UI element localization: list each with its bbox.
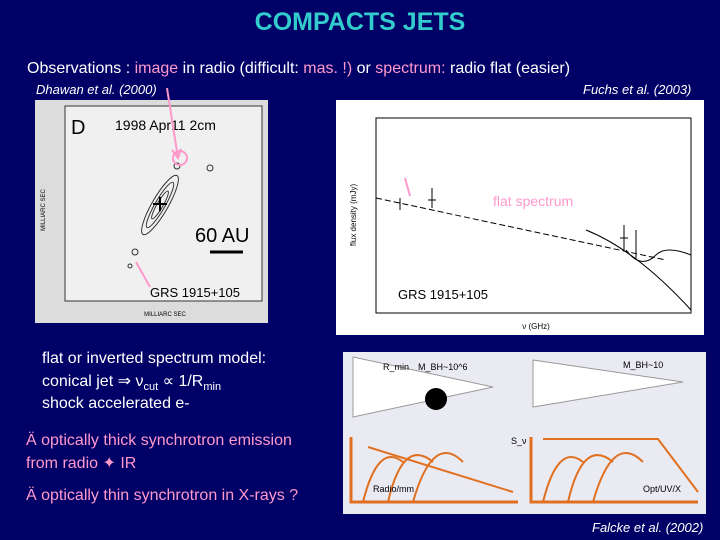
axes <box>349 437 698 504</box>
spectra <box>362 446 514 503</box>
core-marker <box>153 197 167 211</box>
text: radio flat (easier) <box>445 60 571 77</box>
model-line: shock accelerated e- <box>42 395 190 412</box>
image-bg <box>336 100 704 335</box>
bullet-text: optically thin synchrotron in X-rays ? <box>41 487 299 504</box>
bullet-marker: Ä <box>26 487 37 504</box>
title: COMPACTS JETS <box>254 8 466 36</box>
credit: Fuchs et al. (2003) <box>583 82 692 97</box>
date-label: 1998 Apr11 2cm <box>115 117 216 133</box>
text: ∝ 1/R <box>158 373 204 390</box>
axis-label: ν (GHz) <box>522 322 550 331</box>
black-hole <box>425 388 447 410</box>
credit: Falcke et al. (2002) <box>592 520 704 535</box>
bullet-text: optically thick synchrotron emission <box>41 432 292 449</box>
highlight-text: mas. !) <box>303 60 353 77</box>
source-label: GRS 1915+105 <box>398 287 488 302</box>
observations: Observations : image in radio (difficult… <box>27 60 570 78</box>
spectrum-line <box>375 197 667 261</box>
bullet-marker: Ä <box>26 432 37 449</box>
diagram-label: M_BH~10^6 <box>418 362 468 372</box>
diagram-label: Opt/UV/X <box>643 484 681 494</box>
bullet: Ä optically thick synchrotron emission <box>26 432 292 450</box>
arrow <box>404 177 411 197</box>
arrow <box>135 261 151 288</box>
spectra <box>542 438 699 503</box>
subscript: min <box>203 381 222 394</box>
jet-cone <box>352 356 494 418</box>
text: or <box>352 60 376 77</box>
data-points <box>399 188 637 260</box>
axis-label: MILLIARC SEC <box>144 312 186 318</box>
model-line: conical jet ⇒ νcut ∝ 1/Rmin <box>42 371 221 393</box>
arrow <box>166 87 182 161</box>
plot-frame <box>375 117 692 314</box>
highlight-text: image <box>134 60 179 77</box>
diagram-label: M_BH~10 <box>623 360 663 370</box>
annotation: flat spectrum <box>493 193 573 209</box>
text: in radio (difficult: <box>178 60 304 77</box>
subscript: cut <box>143 381 159 394</box>
radio-image: D 1998 Apr11 2cm 60 AU GRS 1915+105 MILL… <box>35 100 268 323</box>
panel-label: D <box>71 117 85 139</box>
diagram-label: Radio/mm <box>373 484 414 494</box>
credit: Dhawan et al. (2000) <box>36 82 157 97</box>
jet-diagram: R_min M_BH~10^6 M_BH~10 S_ν Radio/mm Opt… <box>343 352 706 514</box>
diagram-label: R_min <box>383 362 409 372</box>
highlight-text: spectrum: <box>375 60 446 77</box>
spectrum-line <box>625 249 692 262</box>
text: Observations : <box>27 60 135 77</box>
text: conical jet ⇒ ν <box>42 373 144 390</box>
axis-label: MILLIARC SEC <box>41 188 47 230</box>
jet-cone <box>532 359 684 408</box>
model-line: flat or inverted spectrum model: <box>42 350 267 367</box>
bullet-text: from radio ✦ IR <box>26 455 137 472</box>
diagram-label: S_ν <box>511 436 527 446</box>
source-label: GRS 1915+105 <box>150 285 240 300</box>
spectrum-image: flat spectrum GRS 1915+105 flux density … <box>336 100 704 335</box>
bullet: Ä optically thin synchrotron in X-rays ? <box>26 487 298 505</box>
scale-label: 60 AU <box>195 225 249 247</box>
axis-label: flux density (mJy) <box>349 184 358 247</box>
